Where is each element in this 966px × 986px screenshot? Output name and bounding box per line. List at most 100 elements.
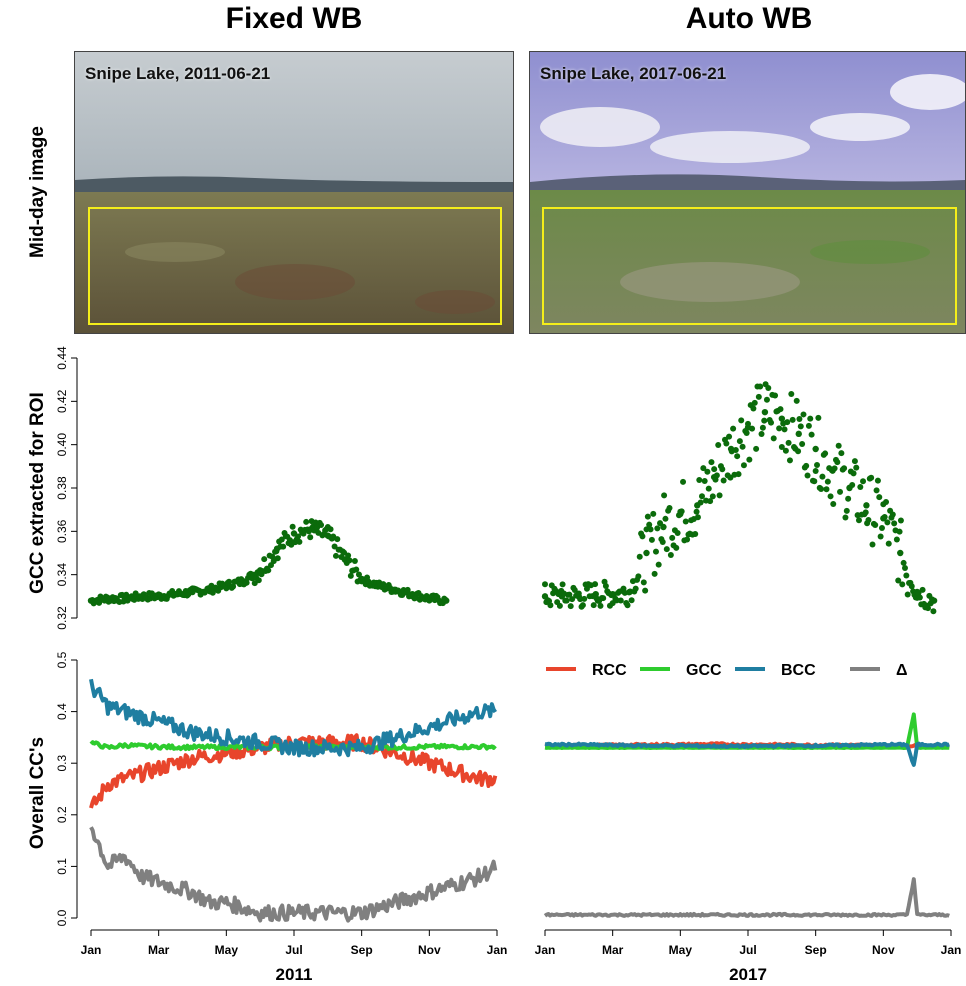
- gcc-2017-point-point: [590, 602, 597, 609]
- cc-2011-x-tick-label: Nov: [418, 943, 441, 957]
- gcc-2017-point-point: [592, 581, 599, 588]
- gcc-2011-point-point: [278, 536, 285, 543]
- gcc-2017-point-point: [930, 608, 937, 615]
- gcc-2017-point-point: [793, 397, 800, 404]
- gcc-2017-point-point: [824, 478, 831, 485]
- gcc-2017-point-point: [669, 534, 676, 541]
- gcc-2011-point-point: [345, 552, 352, 559]
- gcc-2011-point-point: [303, 518, 310, 525]
- gcc-2017-point-point: [673, 544, 680, 551]
- gcc-2017-point-point: [715, 442, 722, 449]
- gcc-2017-point-point: [812, 445, 819, 453]
- gcc-y-tick-label: 0.42: [55, 389, 69, 413]
- gcc-2017-point-point: [850, 470, 857, 477]
- gcc-2017-point-point: [600, 595, 607, 602]
- gcc-2017-point-point: [666, 504, 673, 511]
- gcc-2017-point-point: [874, 477, 881, 484]
- cc-2011-x-tick-label: Sep: [351, 943, 373, 957]
- gcc-2017-point-point: [692, 530, 699, 537]
- gcc-2011-point-point: [295, 533, 302, 540]
- image-caption-2011: Snipe Lake, 2011-06-21: [85, 64, 271, 83]
- cc-2017-x-tick-label: Mar: [602, 943, 624, 957]
- gcc-2017-point-point: [843, 507, 850, 514]
- gcc-2017-point-point: [924, 605, 931, 612]
- gcc-2017-point-point: [876, 494, 883, 501]
- cc-y-tick-label: 0.4: [55, 703, 69, 720]
- gcc-2017-point-point: [719, 466, 726, 473]
- cc-2011-x-tick-label: Mar: [148, 943, 170, 957]
- gcc-2017-point-point: [755, 393, 762, 400]
- gcc-2017-point-point: [632, 585, 639, 592]
- gcc-2017-point-point: [700, 465, 707, 472]
- roi-box-2017: [542, 207, 957, 325]
- gcc-2017-point-point: [811, 478, 818, 485]
- gcc-2017-point-point: [667, 552, 674, 559]
- gcc-2017-point-point: [881, 514, 888, 521]
- gcc-2017-point-point: [896, 528, 903, 535]
- gcc-2017-point-point: [542, 581, 548, 588]
- gcc-2017-point-point: [868, 474, 875, 481]
- cc-y-tick-label: 0.0: [55, 909, 69, 926]
- cc-y-tick-label: 0.3: [55, 755, 69, 772]
- gcc-2017-point-point: [663, 546, 670, 553]
- gcc-2017-point-point: [743, 430, 750, 437]
- gcc-2017-point-point: [696, 476, 703, 483]
- gcc-2017-point-point: [713, 472, 720, 479]
- gcc-2017-point-point: [891, 520, 898, 527]
- gcc-2011-point-point: [230, 583, 237, 590]
- gcc-2017-point-point: [835, 442, 842, 449]
- gcc-2017-point-point: [740, 462, 747, 469]
- gcc-2017-point-point: [563, 597, 570, 604]
- gcc-2017-point-point: [579, 602, 586, 609]
- gcc-2017-point-point: [784, 419, 791, 426]
- gcc-2017-point-point: [640, 579, 647, 586]
- gcc-2017-point-point: [815, 414, 822, 421]
- gcc-2017-point-point: [723, 440, 730, 447]
- gcc-2017-point-point: [869, 541, 876, 548]
- gcc-y-tick-label: 0.38: [55, 476, 69, 500]
- gcc-2017-point-point: [749, 425, 756, 432]
- gcc-2017-point-point: [872, 521, 879, 528]
- gcc-2017-point-point: [761, 417, 768, 424]
- gcc-2017-point-point: [770, 435, 777, 442]
- gcc-2017-point-point: [845, 495, 852, 502]
- gcc-2017-point-point: [919, 586, 926, 593]
- gcc-2017-point-point: [639, 533, 646, 540]
- gcc-2017-point-point: [642, 587, 649, 594]
- gcc-2017-point-point: [878, 525, 885, 532]
- gcc-2017-point-point: [650, 510, 657, 517]
- gcc-2017-point-point: [884, 519, 891, 526]
- gcc-2017-point-point: [709, 493, 716, 500]
- cc-y-tick-label: 0.5: [55, 651, 69, 668]
- gcc-2017-point-point: [822, 450, 829, 457]
- cc-y-tick-label: 0.1: [55, 858, 69, 875]
- gcc-2017-point-point: [903, 572, 910, 579]
- gcc-2011-point-point: [274, 555, 281, 562]
- gcc-2017-point-point: [697, 499, 704, 506]
- gcc-2017-point-point: [739, 443, 746, 450]
- gcc-2017-point-point: [857, 484, 864, 491]
- gcc-2011-point-point: [265, 567, 272, 574]
- gcc-2011-point-point: [442, 596, 449, 603]
- gcc-2017-point-point: [915, 589, 922, 596]
- gcc-2017-point-point: [559, 581, 566, 588]
- gcc-2017-point-point: [799, 441, 806, 448]
- gcc-2017-point-point: [602, 582, 609, 589]
- gcc-2017-point-point: [659, 538, 666, 545]
- gcc-2017-point-point: [732, 447, 739, 454]
- gcc-2017-point-point: [693, 508, 700, 515]
- gcc-2017-point-point: [567, 603, 574, 610]
- gcc-2017-point-point: [651, 570, 658, 577]
- gcc-2017-point-point: [635, 573, 642, 580]
- gcc-2017-point-point: [797, 423, 804, 430]
- cc-2017-x-tick-label: May: [669, 943, 693, 957]
- gcc-2017-point-point: [897, 517, 904, 524]
- gcc-2017-point-point: [803, 462, 810, 469]
- cc-2011-series-Δ: [89, 826, 498, 923]
- gcc-2017-point-point: [818, 485, 825, 492]
- gcc-2017-point-point: [804, 472, 811, 479]
- gcc-2017-point-point: [757, 383, 764, 390]
- gcc-2017-point-point: [694, 514, 701, 521]
- gcc-2017-point-point: [643, 549, 650, 557]
- cc-2011-x-tick-label: Jul: [285, 943, 302, 957]
